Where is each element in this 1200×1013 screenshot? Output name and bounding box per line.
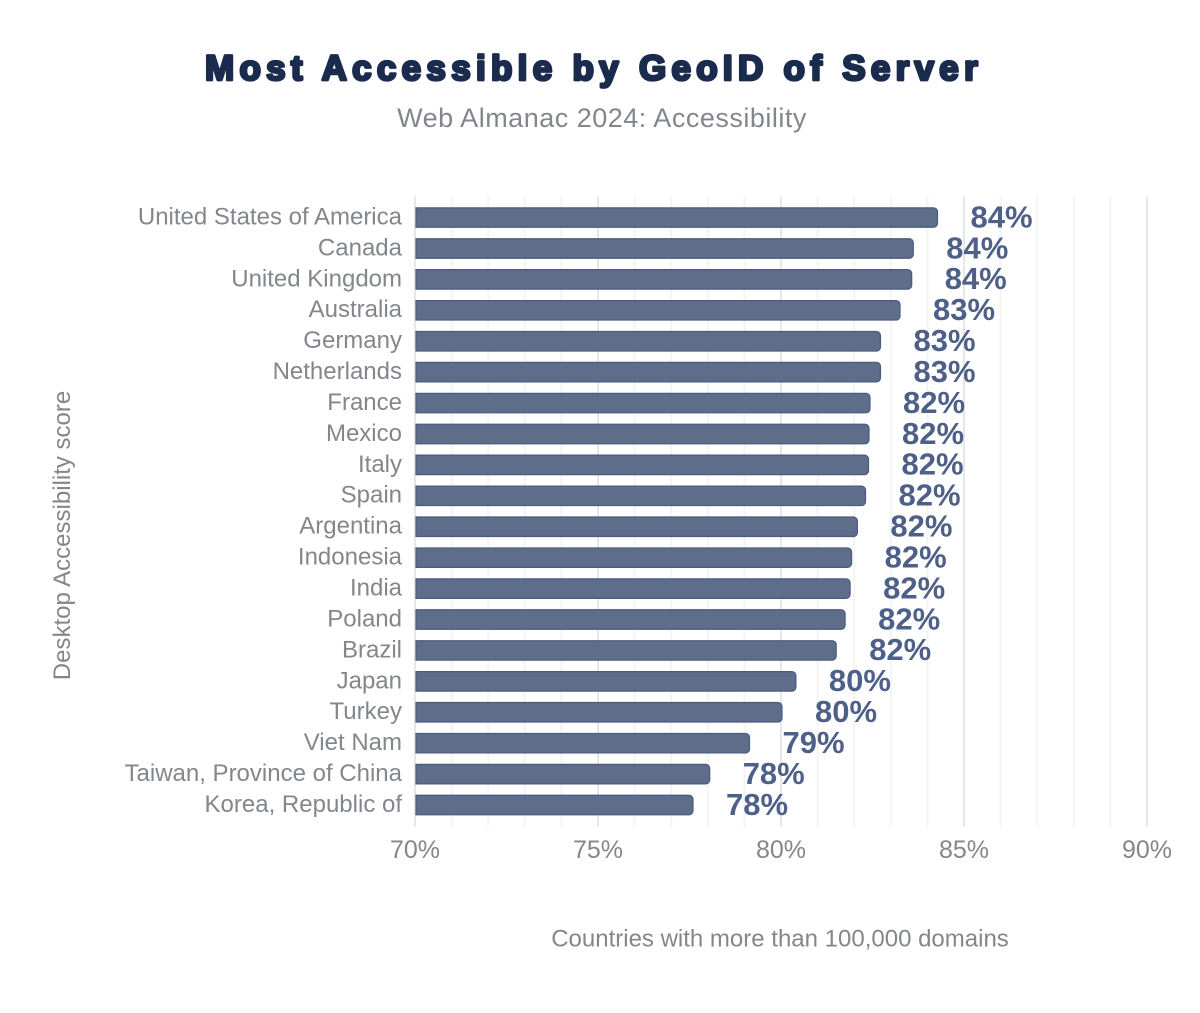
svg-text:Australia: Australia	[309, 296, 403, 323]
svg-text:Turkey: Turkey	[330, 698, 402, 725]
svg-text:82%: 82%	[878, 601, 940, 636]
svg-text:Poland: Poland	[327, 605, 402, 632]
svg-text:70%: 70%	[390, 836, 440, 864]
svg-text:Mexico: Mexico	[326, 420, 402, 447]
svg-text:Spain: Spain	[341, 482, 402, 509]
svg-text:78%: 78%	[743, 756, 805, 791]
svg-text:79%: 79%	[783, 725, 845, 760]
svg-text:82%: 82%	[883, 570, 945, 605]
svg-text:82%: 82%	[890, 509, 952, 544]
svg-text:83%: 83%	[914, 354, 976, 389]
svg-text:84%: 84%	[971, 199, 1033, 234]
svg-text:Brazil: Brazil	[342, 636, 402, 663]
svg-text:Netherlands: Netherlands	[273, 358, 402, 385]
svg-text:Japan: Japan	[337, 667, 402, 694]
svg-text:Countries with more than 100,0: Countries with more than 100,000 domains	[551, 926, 1009, 953]
svg-text:82%: 82%	[899, 478, 961, 513]
svg-text:Viet Nam: Viet Nam	[304, 729, 402, 756]
svg-text:82%: 82%	[902, 447, 964, 482]
svg-text:Korea, Republic of: Korea, Republic of	[205, 791, 403, 818]
svg-text:United States of America: United States of America	[138, 203, 403, 230]
svg-text:Germany: Germany	[303, 327, 402, 354]
svg-text:Argentina: Argentina	[299, 513, 402, 540]
svg-text:United Kingdom: United Kingdom	[231, 265, 402, 292]
svg-text:85%: 85%	[939, 836, 989, 864]
svg-text:Desktop Accessibility score: Desktop Accessibility score	[49, 391, 76, 680]
svg-text:Taiwan, Province of China: Taiwan, Province of China	[125, 760, 403, 787]
svg-text:84%: 84%	[946, 230, 1008, 265]
svg-text:80%: 80%	[815, 694, 877, 729]
svg-text:82%: 82%	[902, 416, 964, 451]
svg-text:83%: 83%	[933, 292, 995, 327]
svg-text:82%: 82%	[903, 385, 965, 420]
svg-text:Web Almanac 2024: Accessibilit: Web Almanac 2024: Accessibility	[397, 103, 807, 133]
svg-text:90%: 90%	[1122, 836, 1172, 864]
svg-text:80%: 80%	[829, 663, 891, 698]
svg-text:Most Accessible by GeoID of Se: Most Accessible by GeoID of Server	[205, 49, 983, 88]
svg-text:83%: 83%	[914, 323, 976, 358]
svg-text:Italy: Italy	[358, 451, 402, 478]
svg-text:82%: 82%	[869, 632, 931, 667]
svg-text:75%: 75%	[573, 836, 623, 864]
svg-text:78%: 78%	[726, 787, 788, 822]
svg-text:Canada: Canada	[318, 234, 403, 261]
svg-text:84%: 84%	[945, 261, 1007, 296]
svg-text:France: France	[327, 389, 402, 416]
svg-text:82%: 82%	[885, 539, 947, 574]
svg-text:India: India	[350, 574, 403, 601]
svg-text:Indonesia: Indonesia	[298, 544, 403, 571]
svg-text:80%: 80%	[756, 836, 806, 864]
